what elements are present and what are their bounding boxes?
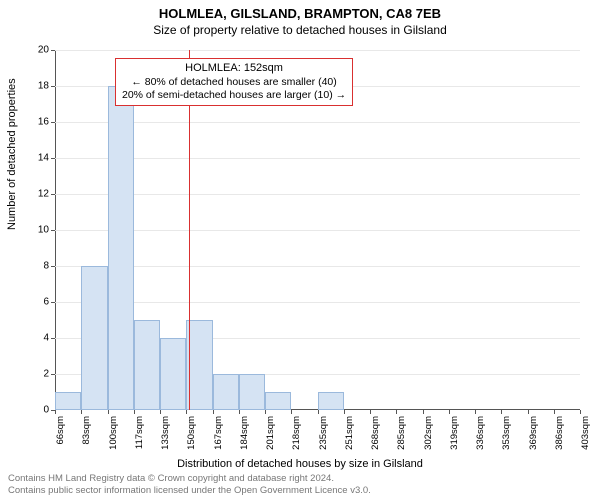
x-tick-label: 268sqm	[370, 416, 381, 450]
histogram-bar	[318, 392, 344, 410]
x-tick-label: 167sqm	[213, 416, 224, 450]
gridline	[55, 158, 580, 159]
x-axis-label: Distribution of detached houses by size …	[0, 458, 600, 470]
x-tick-mark	[134, 410, 135, 414]
histogram-bar	[213, 374, 239, 410]
x-tick-mark	[449, 410, 450, 414]
x-tick-label: 386sqm	[554, 416, 565, 450]
annotation-box: HOLMLEA: 152sqm← 80% of detached houses …	[115, 58, 353, 106]
x-tick-mark	[291, 410, 292, 414]
histogram-bar	[108, 86, 134, 410]
x-tick-label: 150sqm	[186, 416, 197, 450]
y-tick-label: 12	[9, 189, 55, 200]
gridline	[55, 50, 580, 51]
histogram-bar	[55, 392, 81, 410]
y-tick-label: 0	[9, 405, 55, 416]
x-tick-mark	[186, 410, 187, 414]
x-tick-label: 319sqm	[449, 416, 460, 450]
x-tick-mark	[213, 410, 214, 414]
annotation-title: HOLMLEA: 152sqm	[122, 62, 346, 76]
histogram-bar	[265, 392, 291, 410]
x-tick-label: 251sqm	[344, 416, 355, 450]
x-tick-mark	[370, 410, 371, 414]
y-tick-label: 16	[9, 117, 55, 128]
histogram-bar	[239, 374, 265, 410]
x-tick-label: 117sqm	[134, 416, 145, 449]
y-tick-label: 2	[9, 369, 55, 380]
x-tick-mark	[423, 410, 424, 414]
x-tick-mark	[475, 410, 476, 414]
x-tick-label: 369sqm	[528, 416, 539, 450]
plot-area: 0246810121416182066sqm83sqm100sqm117sqm1…	[55, 50, 580, 410]
y-tick-label: 20	[9, 45, 55, 56]
x-tick-label: 235sqm	[318, 416, 329, 450]
x-tick-mark	[81, 410, 82, 414]
histogram-bar	[134, 320, 160, 410]
x-tick-label: 100sqm	[108, 416, 119, 450]
x-tick-mark	[344, 410, 345, 414]
footer-line: Contains public sector information licen…	[8, 485, 371, 496]
gridline	[55, 122, 580, 123]
annotation-line: ← 80% of detached houses are smaller (40…	[122, 76, 346, 89]
x-tick-label: 133sqm	[160, 416, 171, 450]
gridline	[55, 266, 580, 267]
x-tick-label: 83sqm	[81, 416, 92, 445]
x-tick-mark	[160, 410, 161, 414]
histogram-bar	[160, 338, 186, 410]
y-tick-label: 18	[9, 81, 55, 92]
x-tick-label: 336sqm	[475, 416, 486, 450]
y-tick-label: 6	[9, 297, 55, 308]
annotation-line: 20% of semi-detached houses are larger (…	[122, 89, 346, 102]
x-tick-label: 353sqm	[501, 416, 512, 450]
gridline	[55, 302, 580, 303]
chart-container: HOLMLEA, GILSLAND, BRAMPTON, CA8 7EB Siz…	[0, 0, 600, 500]
x-tick-mark	[239, 410, 240, 414]
y-tick-label: 14	[9, 153, 55, 164]
histogram-bar	[186, 320, 212, 410]
x-tick-mark	[55, 410, 56, 414]
gridline	[55, 194, 580, 195]
x-tick-label: 66sqm	[55, 416, 66, 445]
x-tick-mark	[318, 410, 319, 414]
footer-line: Contains HM Land Registry data © Crown c…	[8, 473, 371, 484]
footer-attribution: Contains HM Land Registry data © Crown c…	[8, 473, 371, 496]
x-tick-mark	[108, 410, 109, 414]
x-tick-label: 403sqm	[580, 416, 591, 450]
x-tick-label: 285sqm	[396, 416, 407, 450]
x-tick-mark	[265, 410, 266, 414]
chart-subtitle: Size of property relative to detached ho…	[0, 21, 600, 37]
x-tick-mark	[528, 410, 529, 414]
x-tick-label: 184sqm	[239, 416, 250, 450]
x-tick-mark	[501, 410, 502, 414]
x-tick-mark	[554, 410, 555, 414]
y-tick-label: 8	[9, 261, 55, 272]
gridline	[55, 230, 580, 231]
x-tick-label: 302sqm	[423, 416, 434, 450]
y-tick-label: 4	[9, 333, 55, 344]
histogram-bar	[81, 266, 107, 410]
chart-title: HOLMLEA, GILSLAND, BRAMPTON, CA8 7EB	[0, 0, 600, 21]
x-tick-label: 201sqm	[265, 416, 276, 450]
x-tick-mark	[580, 410, 581, 414]
y-tick-label: 10	[9, 225, 55, 236]
x-tick-mark	[396, 410, 397, 414]
x-tick-label: 218sqm	[291, 416, 302, 450]
